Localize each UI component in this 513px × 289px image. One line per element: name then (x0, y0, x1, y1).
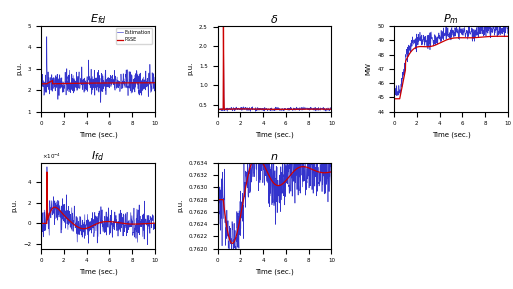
Estimation (38, 79, 44, 83)
Estimation (66, 68, 72, 72)
Y-axis label: p.u.: p.u. (177, 199, 183, 212)
Estimation (44, 35, 50, 38)
PSSE (113, 81, 119, 85)
PSSE (80, 81, 86, 85)
X-axis label: Time (sec.): Time (sec.) (431, 132, 470, 138)
Y-axis label: p.u.: p.u. (12, 199, 17, 212)
Line: PSSE: PSSE (41, 81, 155, 84)
Line: Estimation: Estimation (41, 37, 155, 102)
PSSE (132, 81, 139, 85)
PSSE (71, 81, 77, 85)
PSSE (111, 81, 117, 85)
X-axis label: Time (sec.): Time (sec.) (255, 132, 294, 138)
Estimation (152, 75, 158, 79)
Estimation (112, 87, 118, 91)
Y-axis label: MW: MW (366, 62, 372, 75)
Title: $I_{fd}$: $I_{fd}$ (91, 149, 105, 163)
Estimation (71, 89, 77, 92)
Y-axis label: p.u.: p.u. (187, 62, 193, 75)
Estimation (97, 101, 104, 104)
Title: $\delta$: $\delta$ (270, 13, 279, 25)
X-axis label: Time (sec.): Time (sec.) (78, 269, 117, 275)
Y-axis label: p.u.: p.u. (16, 62, 22, 75)
Estimation (113, 81, 119, 85)
Estimation (80, 79, 86, 82)
X-axis label: Time (sec.): Time (sec.) (255, 269, 294, 275)
PSSE (49, 79, 55, 82)
Legend: Estimation, PSSE: Estimation, PSSE (116, 28, 152, 44)
Estimation (133, 72, 139, 75)
PSSE (152, 81, 158, 84)
PSSE (38, 82, 44, 86)
Title: $n$: $n$ (270, 152, 279, 162)
Title: $P_{m}$: $P_{m}$ (443, 12, 459, 26)
PSSE (66, 82, 72, 85)
Text: $\times 10^{-4}$: $\times 10^{-4}$ (42, 152, 62, 161)
X-axis label: Time (sec.): Time (sec.) (78, 132, 117, 138)
Title: $E_{fd}$: $E_{fd}$ (90, 12, 106, 26)
